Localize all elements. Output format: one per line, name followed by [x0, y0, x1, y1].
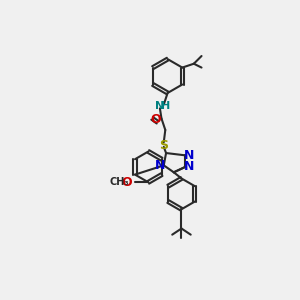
Text: N: N	[184, 160, 194, 173]
Text: N: N	[155, 159, 165, 172]
Text: N: N	[184, 149, 194, 162]
Text: O: O	[122, 176, 132, 189]
Text: S: S	[159, 139, 168, 152]
Text: CH₃: CH₃	[109, 177, 129, 187]
Text: O: O	[150, 113, 160, 126]
Text: H: H	[161, 101, 170, 111]
Text: N: N	[155, 101, 164, 111]
